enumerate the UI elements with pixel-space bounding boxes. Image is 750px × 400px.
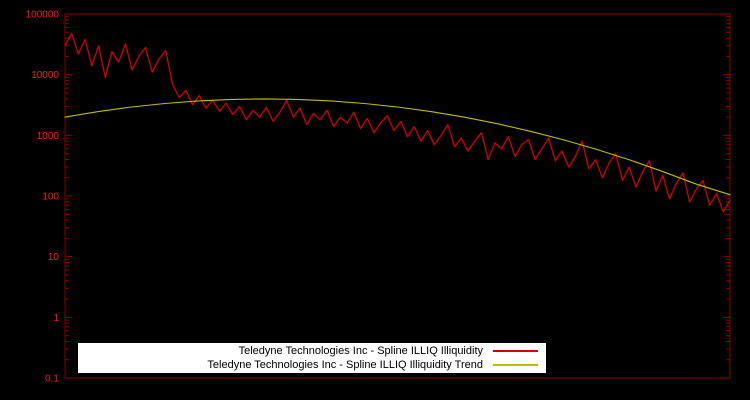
y-tick-label: 100 xyxy=(42,192,59,203)
y-tick-label: 1000 xyxy=(37,131,60,142)
legend-label-trend: Teledyne Technologies Inc - Spline ILLIQ… xyxy=(207,359,483,371)
y-tick-label: 1 xyxy=(53,313,59,324)
legend-line-sample xyxy=(493,350,538,352)
series-line-1 xyxy=(64,98,731,196)
series-line-0 xyxy=(64,32,731,213)
legend-item-trend: Teledyne Technologies Inc - Spline ILLIQ… xyxy=(82,358,538,372)
y-tick-label: 100000 xyxy=(26,10,60,21)
legend-item-illiquidity: Teledyne Technologies Inc - Spline ILLIQ… xyxy=(82,344,538,358)
legend-line-sample xyxy=(493,364,538,366)
chart-legend: Teledyne Technologies Inc - Spline ILLIQ… xyxy=(78,343,546,373)
y-tick-label: 10 xyxy=(48,252,60,263)
y-tick-label: 0.1 xyxy=(45,374,59,385)
legend-label-illiquidity: Teledyne Technologies Inc - Spline ILLIQ… xyxy=(238,345,483,357)
y-tick-label: 10000 xyxy=(31,70,59,81)
